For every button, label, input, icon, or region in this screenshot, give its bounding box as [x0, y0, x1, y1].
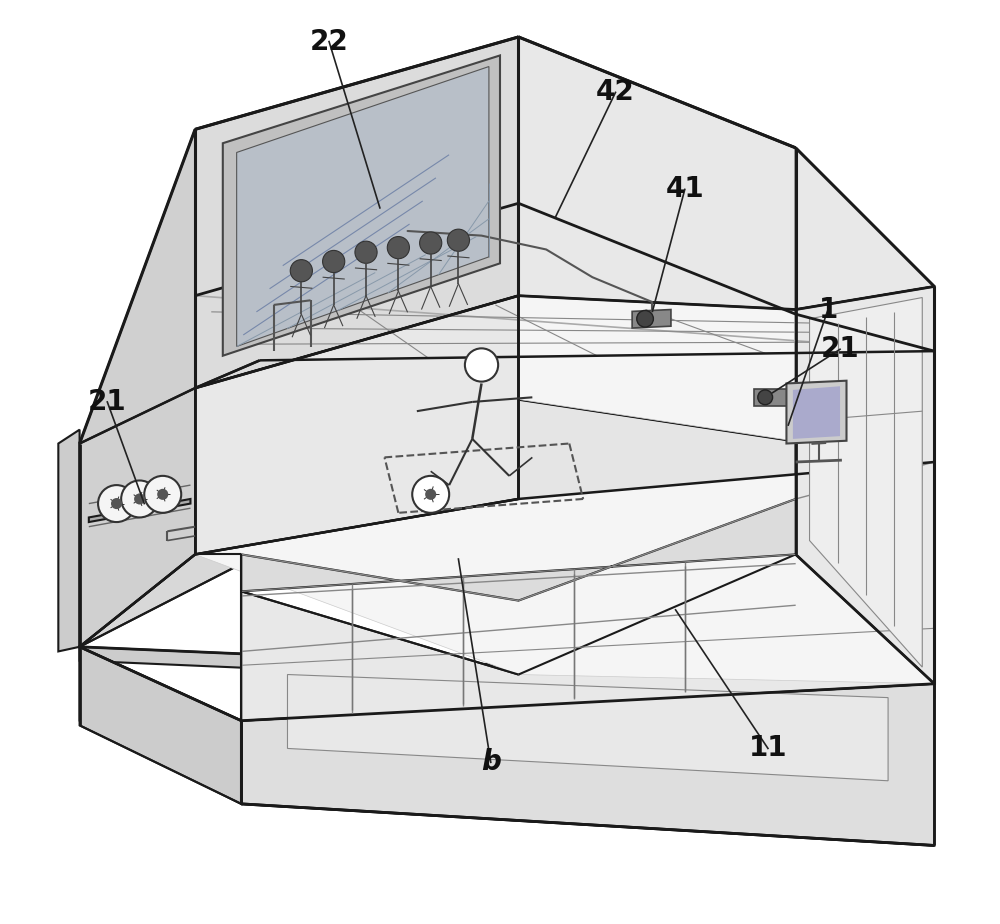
Polygon shape: [80, 388, 195, 647]
Polygon shape: [810, 298, 922, 667]
Text: 42: 42: [596, 79, 635, 106]
Circle shape: [111, 498, 122, 509]
Polygon shape: [195, 37, 518, 388]
Text: 22: 22: [310, 28, 348, 55]
Polygon shape: [80, 129, 195, 647]
Circle shape: [98, 485, 135, 522]
Polygon shape: [195, 296, 518, 554]
Polygon shape: [80, 647, 934, 698]
Polygon shape: [241, 462, 934, 721]
Circle shape: [144, 476, 181, 513]
Circle shape: [387, 237, 409, 259]
Text: 41: 41: [665, 176, 704, 203]
Polygon shape: [241, 462, 934, 601]
Polygon shape: [223, 55, 500, 356]
Circle shape: [758, 390, 773, 405]
Circle shape: [157, 489, 168, 500]
Polygon shape: [58, 430, 80, 651]
Circle shape: [637, 310, 653, 327]
Polygon shape: [796, 286, 934, 684]
Circle shape: [355, 241, 377, 263]
Circle shape: [323, 250, 345, 273]
Polygon shape: [195, 462, 934, 684]
Circle shape: [121, 480, 158, 517]
Polygon shape: [89, 499, 190, 522]
Polygon shape: [80, 647, 241, 804]
Circle shape: [425, 489, 436, 500]
Circle shape: [465, 348, 498, 382]
Polygon shape: [80, 360, 260, 647]
Circle shape: [412, 476, 449, 513]
Circle shape: [447, 229, 470, 251]
Text: b: b: [481, 748, 501, 776]
Polygon shape: [260, 360, 934, 684]
Polygon shape: [241, 684, 934, 845]
Polygon shape: [793, 386, 840, 439]
Text: 21: 21: [821, 335, 859, 363]
Circle shape: [420, 232, 442, 254]
Polygon shape: [195, 296, 518, 554]
Text: 11: 11: [749, 735, 787, 762]
Circle shape: [134, 493, 145, 505]
Polygon shape: [195, 203, 934, 462]
Polygon shape: [796, 286, 934, 684]
Polygon shape: [287, 675, 888, 781]
Polygon shape: [754, 389, 787, 406]
Polygon shape: [786, 381, 846, 444]
Polygon shape: [241, 684, 934, 845]
Text: 21: 21: [88, 388, 127, 416]
Polygon shape: [518, 37, 796, 310]
Polygon shape: [632, 310, 671, 328]
Polygon shape: [796, 148, 934, 351]
Polygon shape: [518, 37, 796, 314]
Polygon shape: [195, 37, 518, 296]
Circle shape: [290, 260, 312, 282]
Polygon shape: [237, 67, 489, 346]
Text: 1: 1: [818, 296, 838, 323]
Polygon shape: [80, 647, 241, 804]
